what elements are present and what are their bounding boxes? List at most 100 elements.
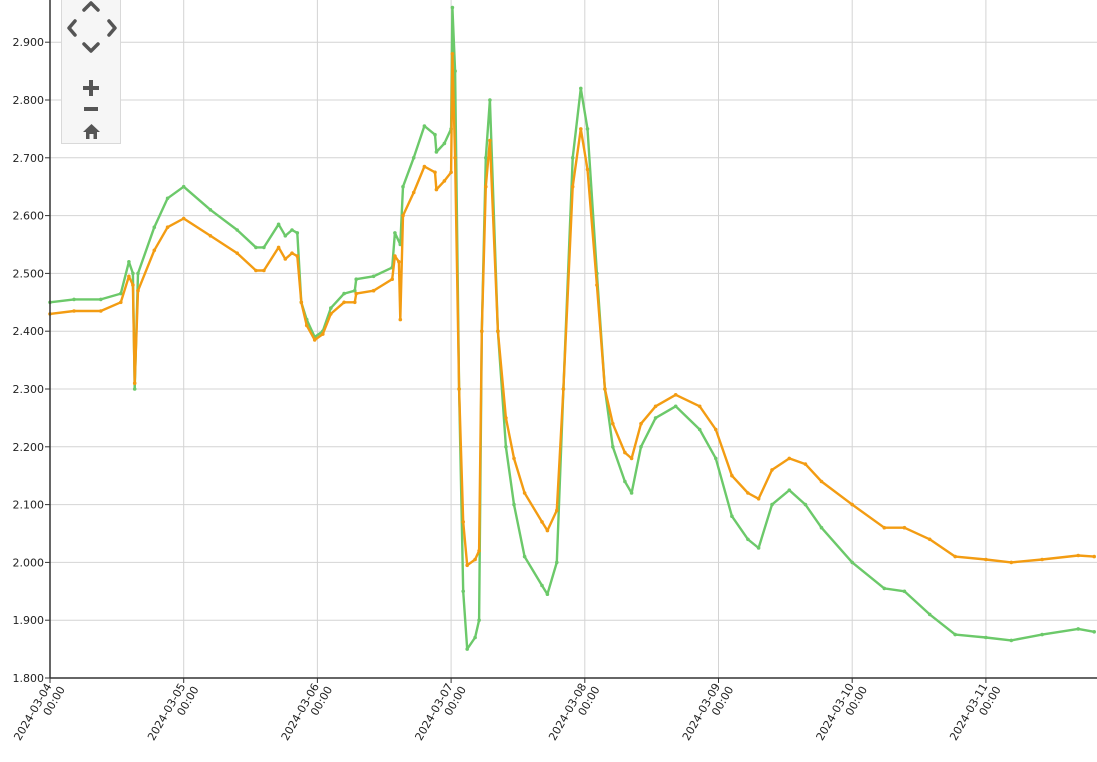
data-point [953, 632, 957, 637]
y-tick-label: 2.000 [13, 556, 45, 569]
data-point [208, 234, 213, 238]
data-point [304, 323, 309, 328]
data-point [354, 277, 359, 282]
data-point [411, 156, 416, 160]
data-point [465, 647, 470, 651]
data-point [329, 306, 333, 310]
data-point [611, 445, 615, 449]
chevron-up-icon [82, 1, 100, 12]
data-point [770, 468, 774, 472]
data-point [254, 268, 258, 273]
data-point [276, 222, 281, 227]
pan-down-button[interactable] [80, 41, 102, 55]
data-point [72, 309, 76, 313]
data-point [927, 612, 932, 617]
data-point [629, 491, 634, 495]
data-point [235, 251, 239, 255]
data-point [235, 228, 239, 232]
data-point [730, 514, 734, 518]
y-tick-label: 2.200 [13, 441, 45, 454]
data-point [283, 257, 288, 261]
data-point [697, 427, 702, 432]
data-point [673, 404, 678, 409]
data-point [181, 184, 186, 189]
y-tick-label: 2.700 [13, 152, 45, 165]
data-point [477, 618, 481, 622]
data-point [639, 421, 643, 426]
data-point [756, 546, 761, 550]
data-point [902, 525, 907, 530]
data-point [136, 271, 140, 276]
data-point [850, 502, 854, 507]
data-point [262, 245, 266, 250]
data-point [488, 138, 492, 143]
data-point [787, 488, 792, 493]
data-point [434, 150, 439, 154]
data-point [953, 554, 957, 559]
zoom-out-button[interactable] [82, 105, 100, 113]
data-point [276, 245, 281, 250]
data-point [453, 156, 457, 160]
data-point [342, 300, 346, 305]
data-point [819, 525, 824, 530]
data-point [354, 291, 359, 296]
data-point [398, 317, 403, 322]
data-point [390, 277, 395, 282]
data-point [579, 86, 583, 91]
data-point [321, 332, 325, 336]
home-button[interactable] [82, 123, 101, 140]
data-point [927, 537, 932, 542]
y-tick-label: 1.900 [13, 614, 45, 627]
data-point [522, 554, 527, 559]
data-point [461, 589, 466, 594]
data-point [561, 387, 566, 391]
pan-up-button[interactable] [80, 0, 102, 13]
data-point [131, 271, 135, 276]
data-point [540, 583, 544, 588]
data-point [457, 387, 461, 391]
data-point [453, 69, 457, 73]
zoom-in-button[interactable] [82, 79, 100, 97]
data-point [850, 560, 854, 565]
data-point [595, 283, 599, 287]
data-point [450, 52, 455, 56]
data-point [461, 520, 466, 524]
y-tick-label: 2.300 [13, 383, 45, 396]
data-point [119, 291, 123, 296]
data-point [353, 288, 357, 293]
data-point [570, 156, 575, 160]
chevron-left-icon [67, 19, 77, 37]
y-tick-label: 2.800 [13, 94, 45, 107]
chevron-right-icon [107, 19, 117, 37]
data-point [450, 5, 455, 10]
y-tick-label: 2.500 [13, 267, 45, 280]
data-point [99, 297, 103, 302]
data-point [72, 297, 76, 302]
series-2 [48, 52, 1096, 568]
pan-right-button[interactable] [105, 17, 119, 39]
data-point [290, 228, 294, 232]
data-point [512, 456, 516, 461]
home-icon [83, 124, 100, 139]
data-point [434, 187, 439, 192]
data-point [473, 635, 477, 640]
minus-icon [84, 107, 98, 111]
data-point [803, 462, 808, 466]
data-point [902, 589, 907, 594]
pan-left-button[interactable] [65, 17, 79, 39]
series-1 [48, 5, 1096, 651]
data-point [449, 170, 453, 175]
data-point [730, 473, 734, 478]
data-point [371, 274, 376, 279]
data-point [262, 268, 266, 273]
data-point [422, 124, 427, 128]
data-point [484, 156, 488, 160]
data-point [165, 196, 170, 201]
data-point [653, 404, 658, 409]
data-point [603, 387, 607, 391]
data-point [477, 549, 481, 553]
data-point [488, 98, 492, 102]
